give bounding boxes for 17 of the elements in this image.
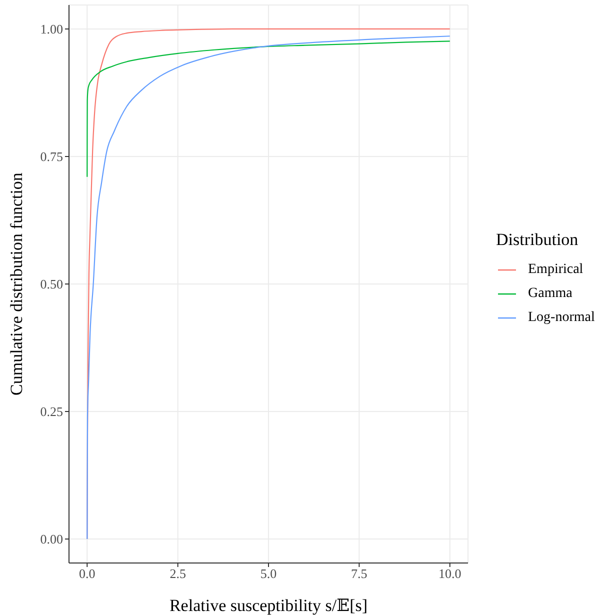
x-tick-label: 7.5 (351, 566, 368, 582)
x-tick-label: 2.5 (170, 566, 186, 582)
legend-label: Gamma (528, 286, 572, 302)
y-axis-title: Cumulative distribution function (7, 172, 26, 396)
legend-label: Empirical (528, 262, 584, 278)
y-tick-label: 0.50 (40, 276, 63, 292)
y-tick-label: 0.75 (40, 149, 63, 164)
legend-title: Distribution (496, 230, 580, 250)
line-series (86, 40, 450, 178)
x-tick-label: 0.0 (79, 566, 96, 582)
x-tick-label: 10.0 (438, 566, 462, 582)
legend-label: Log-normal (528, 310, 595, 326)
x-tick-label: 5.0 (260, 566, 277, 582)
y-tick-label: 0.25 (40, 404, 63, 420)
y-tick-label: 1.00 (40, 22, 63, 37)
y-tick-label: 0.00 (40, 532, 63, 547)
x-axis-title: Relative susceptibility s/𝔼[s] (169, 596, 368, 615)
